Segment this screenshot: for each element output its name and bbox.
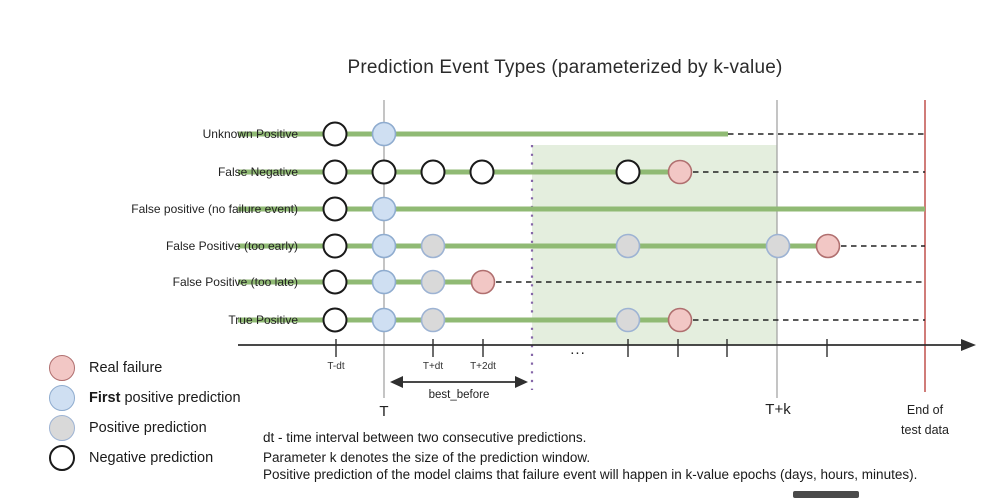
timeline-row-5: False Positive (too late) — [173, 269, 925, 295]
legend-label-text: Negative prediction — [89, 450, 214, 466]
legend-label: Negative prediction — [89, 450, 213, 466]
legend-label-text: Real failure — [89, 360, 163, 376]
first-prediction-circle — [371, 307, 397, 333]
negative-prediction-circle — [469, 159, 495, 185]
legend-item-positive-prediction: Positive prediction — [49, 415, 241, 441]
negative-prediction-circle — [615, 159, 641, 185]
positive-prediction-circle — [765, 233, 791, 259]
negative-prediction-circle — [322, 269, 348, 295]
legend-item-real-failure: Real failure — [49, 355, 241, 381]
timeline-row-4: False Positive (too early) — [166, 233, 925, 259]
best-before-label: best_before — [429, 389, 490, 401]
row-label: False Positive (too late) — [173, 275, 298, 289]
timeline-row-2: False Negative — [218, 159, 925, 185]
note-positive-prediction: Positive prediction of the model claims … — [263, 467, 918, 482]
legend: Real failure First positive prediction P… — [49, 355, 241, 471]
legend-label: First positive prediction — [89, 390, 241, 406]
timeline-row-1: Unknown Positive — [203, 121, 925, 147]
t-label: T — [379, 403, 388, 420]
tick-label: T+dt — [423, 361, 444, 372]
tk-label: T+k — [765, 401, 791, 418]
row-label: False Negative — [218, 165, 298, 179]
axis-arrowhead-icon — [961, 339, 976, 351]
first-positive-swatch-icon — [49, 385, 75, 411]
real-prediction-circle — [815, 233, 841, 259]
axis-ellipsis: ... — [570, 341, 586, 358]
note-dt: dt - time interval between two consecuti… — [263, 430, 587, 445]
row-label: False Positive (too early) — [166, 239, 298, 253]
real-prediction-circle — [667, 159, 693, 185]
row-label: Unknown Positive — [203, 127, 299, 141]
row-label: False positive (no failure event) — [131, 202, 298, 216]
legend-item-first-positive-prediction: First positive prediction — [49, 385, 241, 411]
positive-prediction-swatch-icon — [49, 415, 75, 441]
end-of-test-data-label: test data — [901, 423, 949, 437]
first-prediction-circle — [371, 121, 397, 147]
negative-prediction-swatch-icon — [49, 445, 75, 471]
legend-item-negative-prediction: Negative prediction — [49, 445, 241, 471]
negative-prediction-circle — [322, 196, 348, 222]
timeline-row-6: True Positive — [228, 307, 925, 333]
end-of-test-data-label: End of — [907, 403, 944, 417]
footnotes: dt - time interval between two consecuti… — [263, 429, 917, 483]
real-prediction-circle — [470, 269, 496, 295]
best-before-arrowhead-left-icon — [390, 376, 403, 388]
first-prediction-circle — [371, 233, 397, 259]
tick-label: T+2dt — [470, 361, 496, 372]
legend-label-bold: First — [89, 390, 121, 406]
ui-artifact-bar — [793, 491, 859, 498]
positive-prediction-circle — [615, 233, 641, 259]
best-before-arrowhead-right-icon — [515, 376, 528, 388]
legend-label-text: positive prediction — [120, 390, 241, 406]
legend-label: Positive prediction — [89, 420, 207, 436]
real-failure-swatch-icon — [49, 355, 75, 381]
positive-prediction-circle — [420, 269, 446, 295]
positive-prediction-circle — [420, 307, 446, 333]
negative-prediction-circle — [420, 159, 446, 185]
positive-prediction-circle — [615, 307, 641, 333]
negative-prediction-circle — [322, 121, 348, 147]
page-title: Prediction Event Types (parameterized by… — [347, 57, 783, 78]
real-prediction-circle — [667, 307, 693, 333]
tick-label: T-dt — [327, 361, 344, 372]
legend-label-text: Positive prediction — [89, 420, 207, 436]
negative-prediction-circle — [322, 233, 348, 259]
row-label: True Positive — [228, 313, 298, 327]
positive-prediction-circle — [420, 233, 446, 259]
first-prediction-circle — [371, 196, 397, 222]
timeline-row-3: False positive (no failure event) — [131, 196, 925, 222]
negative-prediction-circle — [322, 159, 348, 185]
legend-label: Real failure — [89, 360, 162, 376]
negative-prediction-circle — [371, 159, 397, 185]
note-parameter-k: Parameter k denotes the size of the pred… — [263, 450, 591, 465]
negative-prediction-circle — [322, 307, 348, 333]
first-prediction-circle — [371, 269, 397, 295]
